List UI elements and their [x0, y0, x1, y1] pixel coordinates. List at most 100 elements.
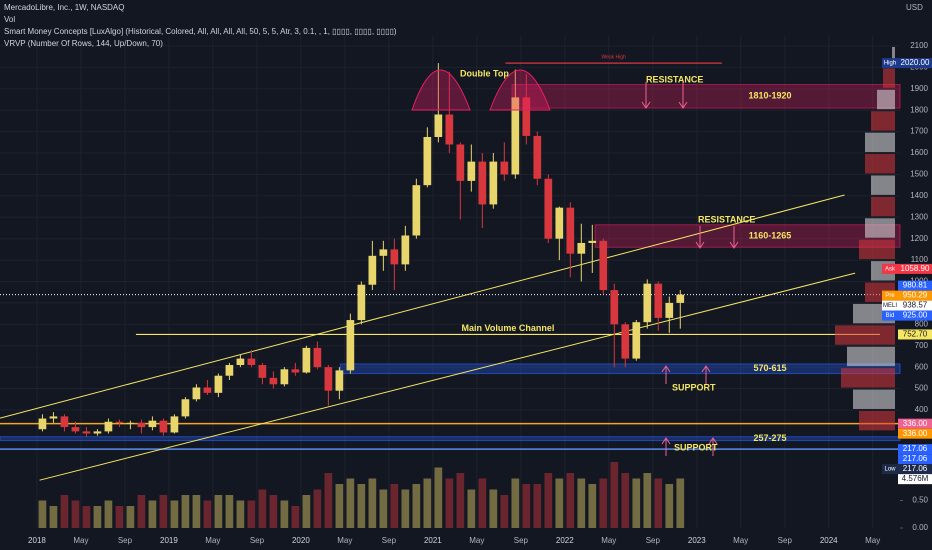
price-tag-name-bg — [882, 290, 898, 301]
candle-body — [313, 347, 322, 368]
volume-profile-bar — [847, 346, 895, 367]
volume-bar — [225, 495, 234, 528]
volume-tag-label: 4.576M — [902, 474, 929, 483]
x-tick-label: 2022 — [556, 536, 574, 545]
volume-bar — [60, 495, 69, 528]
volume-bar — [610, 462, 619, 528]
volume-bar — [588, 484, 597, 528]
candle-body — [49, 416, 58, 419]
price-tag — [898, 428, 932, 439]
volume-profile-bar — [865, 218, 895, 238]
price-tag-name: High — [884, 61, 896, 67]
volume-bar — [511, 478, 520, 528]
y-tick-label: 600 — [915, 362, 929, 371]
zone-label: 570-615 — [753, 363, 786, 373]
price-tag-name: Pre — [885, 293, 895, 299]
candle-body — [401, 235, 410, 265]
volume-bar — [357, 484, 366, 528]
volume-profile-bar — [853, 389, 895, 409]
y-tick-label: 1800 — [910, 105, 928, 114]
candle-body — [544, 178, 553, 239]
volume-bar — [203, 500, 212, 528]
volume-bar — [258, 489, 267, 528]
y-tick-label: 700 — [915, 341, 929, 350]
volume-bar — [170, 500, 179, 528]
candle-body — [324, 367, 333, 391]
x-tick-label: Sep — [778, 536, 793, 545]
price-tag-label: 938.57 — [903, 301, 928, 310]
candle-body — [38, 418, 47, 430]
volume-bar — [544, 473, 553, 528]
volume-bar — [214, 495, 223, 528]
volume-profile-bar — [877, 89, 895, 110]
candle-body — [555, 207, 564, 239]
y-tick-label: 500 — [915, 384, 929, 393]
volume-profile-bar — [883, 68, 895, 88]
price-tag-label: 925.00 — [903, 311, 928, 320]
x-tick-label: 2018 — [28, 536, 46, 545]
annotations: Double Top RESISTANCE RESISTANCE SUPPORT… — [411, 68, 755, 456]
price-tag-name: Bid — [886, 313, 895, 319]
price-tag-name-bg — [882, 263, 898, 274]
volume-bar — [500, 495, 509, 528]
volume-bar — [423, 478, 432, 528]
volume-profile-bar — [859, 239, 895, 260]
candle-body — [170, 416, 179, 433]
indicator: VRVP (Number Of Rows, 144, Up/Down, 70) — [4, 39, 163, 48]
price-tag — [898, 418, 932, 429]
volume-bar — [181, 495, 190, 528]
zone — [339, 363, 901, 375]
volume-bar — [148, 500, 157, 528]
price-tag-name-bg — [882, 300, 898, 311]
volume-bar — [654, 478, 663, 528]
plot-area: 4005006007008009001000110012001300140015… — [0, 36, 929, 545]
price-tag-name-bg — [882, 464, 898, 475]
volume-bar — [467, 489, 476, 528]
volume-profile-bar — [841, 368, 895, 388]
y-tick-label: 800 — [915, 319, 929, 328]
candle-body — [665, 302, 674, 318]
zone-label: 257-275 — [753, 433, 786, 443]
price-tag-name-bg — [882, 310, 898, 321]
resistance-arrows — [641, 82, 688, 109]
volume-tick-label: 0.50 — [912, 496, 928, 505]
volume-bar — [335, 484, 344, 528]
price-tag-label: 950.29 — [903, 291, 928, 300]
x-tick-label: May — [205, 536, 220, 545]
candle-body — [533, 135, 542, 179]
volume-bar — [533, 484, 542, 528]
price-tag — [898, 444, 932, 455]
volume-bar — [456, 473, 465, 528]
volume-bar — [632, 478, 641, 528]
price-tag-label: 336.00 — [903, 429, 928, 438]
candle-body — [236, 358, 245, 366]
x-tick-label: Sep — [382, 536, 397, 545]
trendline — [0, 194, 845, 419]
volume-bar — [522, 484, 531, 528]
x-tick-label: May — [337, 536, 352, 545]
volume-bar — [478, 478, 487, 528]
annotation: RESISTANCE — [646, 74, 703, 84]
price-tag — [898, 58, 932, 69]
volume-tag — [898, 474, 932, 485]
volume-bar — [126, 506, 135, 528]
x-tick-label: 2024 — [820, 536, 838, 545]
line-label: Weak High — [601, 54, 626, 60]
candle-body — [148, 420, 157, 428]
candle-body — [467, 161, 476, 181]
price-tag-label: 217.06 — [903, 444, 928, 453]
x-tick-label: May — [601, 536, 616, 545]
candle-body — [258, 365, 267, 378]
price-tag-label: 217.06 — [903, 454, 928, 463]
candle-body — [500, 161, 509, 175]
candle-body — [60, 416, 69, 428]
volume-bar — [621, 473, 630, 528]
symbol: MercadoLibre, Inc., 1W, NASDAQ — [4, 3, 125, 12]
volume-profile-bar — [871, 196, 895, 217]
candle-body — [522, 97, 531, 136]
candle-body — [137, 422, 146, 428]
volume-bar — [313, 489, 322, 528]
candle-body — [368, 255, 377, 285]
x-tick-label: Sep — [514, 536, 529, 545]
